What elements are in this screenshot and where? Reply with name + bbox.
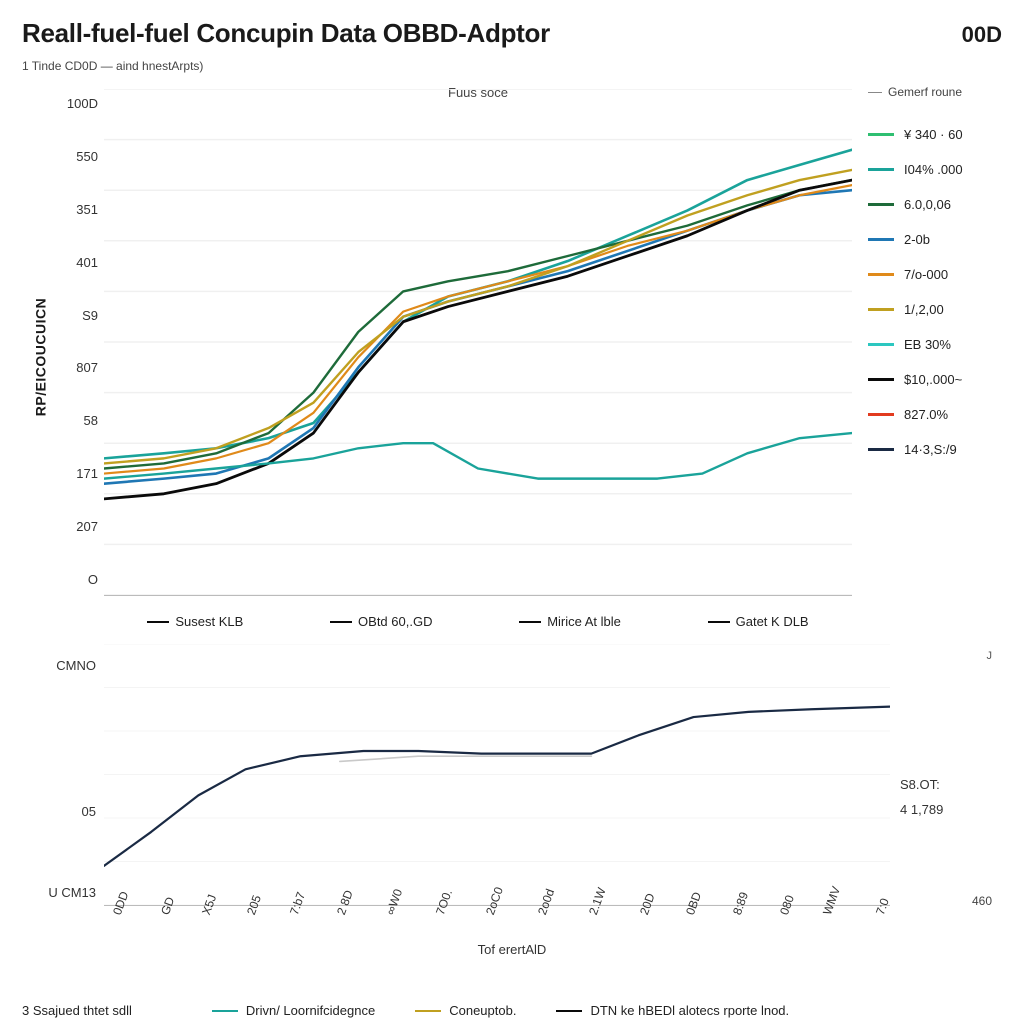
chart1-legend-item: ¥ 340 · 60	[868, 127, 1002, 142]
bottom-legend-note: 3 Ssajued thtet sdll	[22, 1003, 132, 1018]
chart1-legend-item: 7/o-000	[868, 267, 1002, 282]
chart2-x-axis-label: Tof erertAlD	[22, 942, 1002, 957]
chart1-legend-item: 2-0b	[868, 232, 1002, 247]
chart2-y-tick: U CM13	[22, 885, 96, 900]
chart1-x-legend: Susest KLB OBtd 60,.GD Mirice At lble Gatet…	[104, 614, 852, 629]
page-title: Reall-fuel-fuel Concupin Data OBBD-Adpto…	[22, 18, 550, 49]
chart2-right-val-2: 4 1,789	[900, 802, 1002, 817]
chart1-y-tick: 100D	[58, 97, 98, 110]
bottom-legend: 3 Ssajued thtet sdll Drivn/ Loornifcideg…	[22, 1003, 1002, 1018]
chart1-legend-item: $10,.000~	[868, 372, 1002, 387]
chart1-y-tick: O	[58, 573, 98, 586]
chart1-legend-item: 827.0%	[868, 407, 1002, 422]
chart1-y-tick: S9	[58, 309, 98, 322]
chart2: CMNO 05 U CM13 J S8.OT: 4 1,789 460 0DDGDX…	[22, 644, 1002, 944]
chart1-x-legend-item: Gatet K DLB	[708, 614, 809, 629]
chart2-y-ticks: CMNO 05 U CM13	[22, 644, 104, 944]
chart1-y-tick: 401	[58, 256, 98, 269]
chart1-legend-top-label: Gemerf roune	[888, 85, 962, 99]
chart1-y-axis-label: RP/EICOUCUICN	[32, 297, 48, 416]
chart1-x-legend-item: OBtd 60,.GD	[330, 614, 432, 629]
chart1-x-legend-item: Susest KLB	[147, 614, 243, 629]
chart2-y-tick: 05	[22, 804, 96, 819]
chart2-right-labels: J S8.OT: 4 1,789 460	[890, 644, 1002, 944]
chart1-legend-item: I04% .000	[868, 162, 1002, 177]
chart1-y-tick: 171	[58, 467, 98, 480]
bottom-legend-item: Coneuptob.	[415, 1003, 516, 1018]
chart1-legend-item: EB 30%	[868, 337, 1002, 352]
chart1-y-tick: 207	[58, 520, 98, 533]
chart1-x-legend-item: Mirice At lble	[519, 614, 621, 629]
chart1-y-tick: 351	[58, 203, 98, 216]
chart2-plot-area	[104, 644, 890, 906]
chart1-legend-item: 6.0,0,06	[868, 197, 1002, 212]
chart2-x-ticks: 0DDGDX5J2057:b72 8D∞W07O0.2oC02o0d2.1W20…	[104, 906, 890, 926]
chart1-y-tick: 58	[58, 414, 98, 427]
subtitle: 1 Tinde CD0D — aind hnestArpts)	[22, 59, 1002, 73]
chart2-y-tick: CMNO	[22, 658, 96, 673]
header-top-right: 00D	[962, 22, 1002, 48]
chart1-legend-item: 1/,2,00	[868, 302, 1002, 317]
chart1-legend-item: 14·3,S:/9	[868, 442, 1002, 457]
chart1: RP/EICOUCUICN 100D 550 351 401 S9 807 58 171 207…	[22, 79, 1002, 634]
chart1-plot-area: Fuus soce Susest KLBOBtd 60,.GDMirice At…	[104, 89, 852, 596]
chart1-legend-right: Gemerf roune ¥ 340 · 60 I04% .000 6.0,0,06…	[852, 79, 1002, 634]
chart1-y-ticks: 100D 550 351 401 S9 807 58 171 207 O	[58, 79, 104, 634]
chart2-right-val-1: S8.OT:	[900, 777, 1002, 792]
chart2-top-right-mark: J	[987, 650, 993, 662]
bottom-legend-item: DTN ke hBEDl alotecs rporte lnod.	[556, 1003, 789, 1018]
chart2-bottom-right: 460	[972, 894, 992, 908]
chart1-y-tick: 550	[58, 150, 98, 163]
chart1-y-tick: 807	[58, 361, 98, 374]
bottom-legend-item: Drivn/ Loornifcidegnce	[212, 1003, 375, 1018]
